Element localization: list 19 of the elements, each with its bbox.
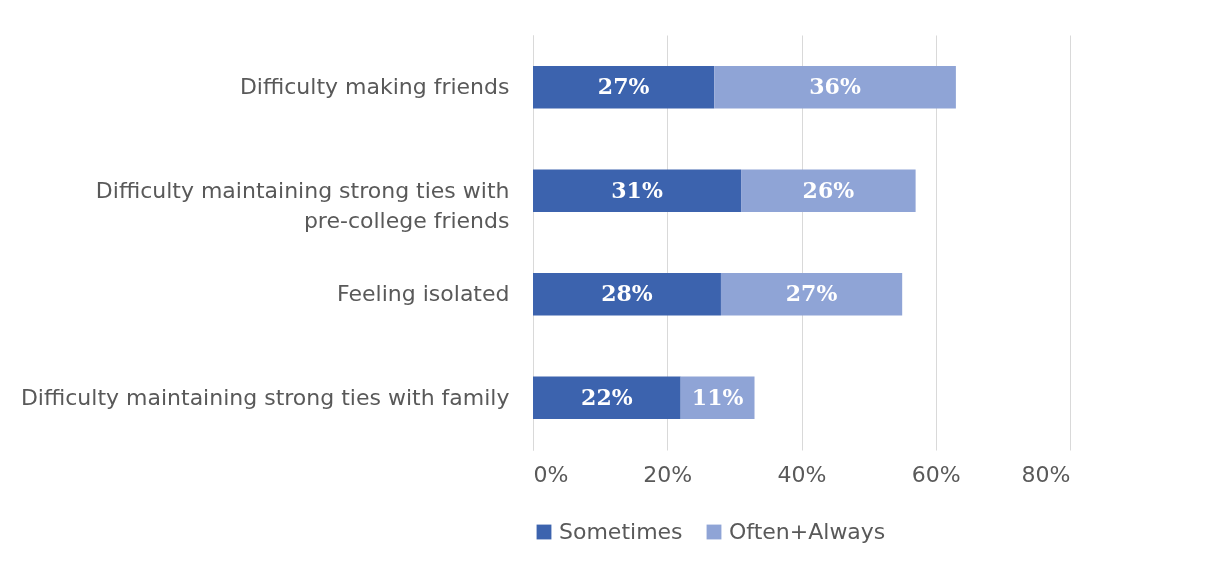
y-tick-label: Difficulty maintaining strong ties with family (20, 384, 510, 410)
data-label: 31% (611, 176, 663, 203)
x-tick-label: 20% (643, 461, 693, 487)
data-label: 26% (802, 176, 855, 203)
x-tick-label: 60% (911, 461, 961, 487)
legend-label: Sometimes (559, 519, 683, 544)
legend-label: Often+Always (729, 519, 886, 544)
y-tick-label: Difficulty making friends (239, 74, 510, 100)
data-label: 27% (785, 280, 838, 307)
data-label: 11% (691, 383, 744, 410)
x-tick-label: 0% (533, 461, 569, 487)
data-label: 36% (809, 73, 861, 100)
y-tick-label: Feeling isolated (337, 281, 510, 307)
y-tick-label: Difficulty maintaining strong ties with pre-college friends (95, 177, 510, 233)
data-label: 22% (581, 383, 633, 410)
x-tick-label: 40% (777, 461, 827, 487)
data-label: 28% (601, 280, 653, 307)
data-label: 27% (597, 73, 650, 100)
x-tick-label: 80% (1021, 461, 1071, 487)
